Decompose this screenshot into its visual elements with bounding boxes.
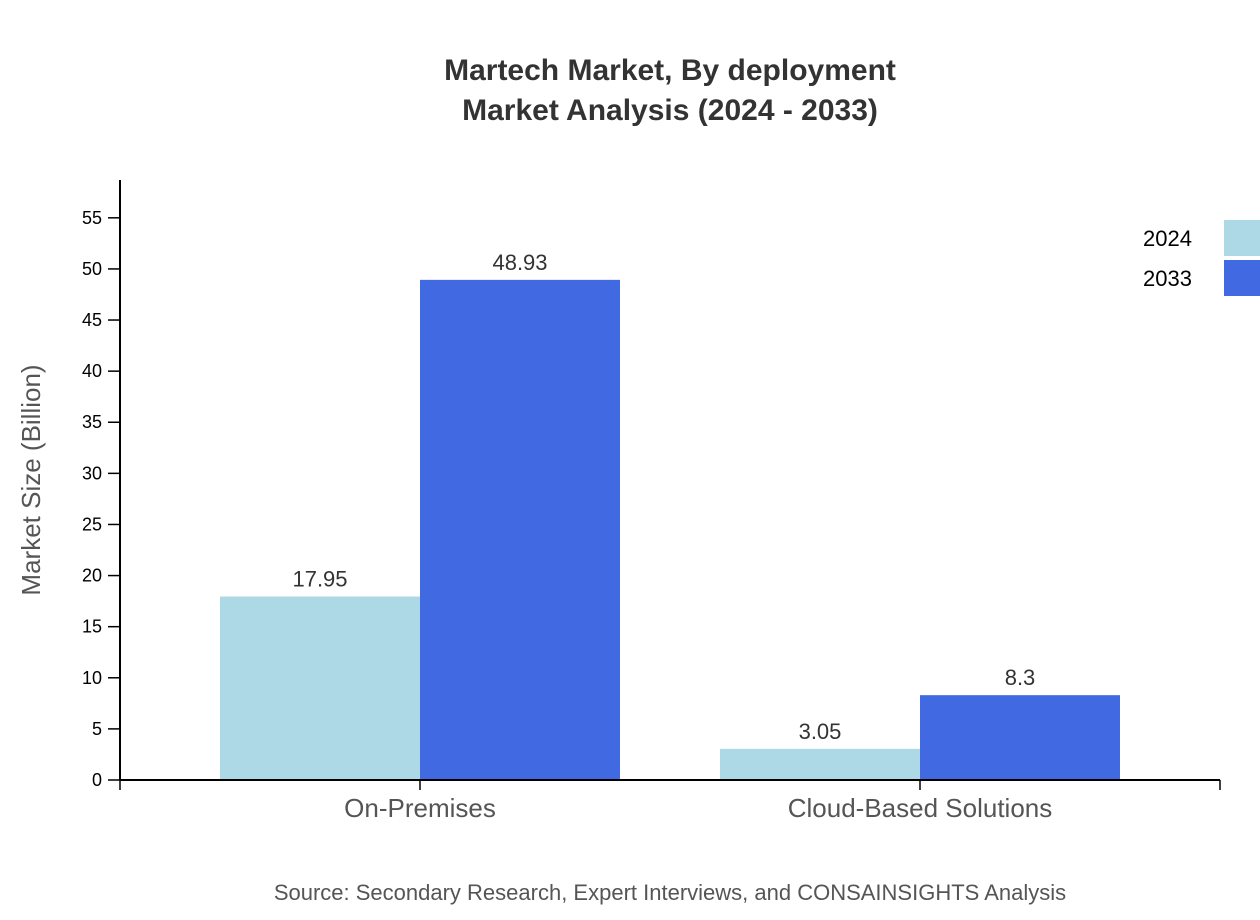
bar-2033-cloud-based-solutions [920, 695, 1120, 780]
y-tick-label: 30 [82, 463, 102, 483]
y-axis-label: Market Size (Billion) [16, 364, 46, 595]
y-tick-label: 40 [82, 361, 102, 381]
chart-subtitle: Market Analysis (2024 - 2033) [462, 94, 878, 127]
legend-label-2033: 2033 [1143, 266, 1192, 291]
legend-label-2024: 2024 [1143, 226, 1192, 251]
bar-2033-on-premises [420, 279, 620, 780]
x-tick-label: Cloud-Based Solutions [788, 793, 1053, 823]
chart-title: Martech Market, By deployment [444, 54, 896, 87]
y-tick-label: 20 [82, 566, 102, 586]
legend-swatch-2033 [1224, 260, 1260, 296]
y-tick-label: 0 [92, 770, 102, 790]
y-tick-label: 45 [82, 310, 102, 330]
y-tick-label: 50 [82, 259, 102, 279]
bar-2024-cloud-based-solutions [720, 748, 920, 780]
y-tick-label: 25 [82, 514, 102, 534]
y-tick-label: 5 [92, 719, 102, 739]
bar-2024-on-premises [220, 596, 420, 780]
x-tick-label: On-Premises [344, 793, 496, 823]
y-tick-label: 15 [82, 617, 102, 637]
y-tick-label: 10 [82, 668, 102, 688]
data-label: 8.3 [1005, 665, 1036, 690]
legend-swatch-2024 [1224, 220, 1260, 256]
data-label: 17.95 [292, 567, 347, 592]
y-tick-label: 55 [82, 208, 102, 228]
y-tick-label: 35 [82, 412, 102, 432]
data-label: 48.93 [492, 250, 547, 275]
source-note: Source: Secondary Research, Expert Inter… [274, 880, 1066, 905]
data-label: 3.05 [799, 719, 842, 744]
